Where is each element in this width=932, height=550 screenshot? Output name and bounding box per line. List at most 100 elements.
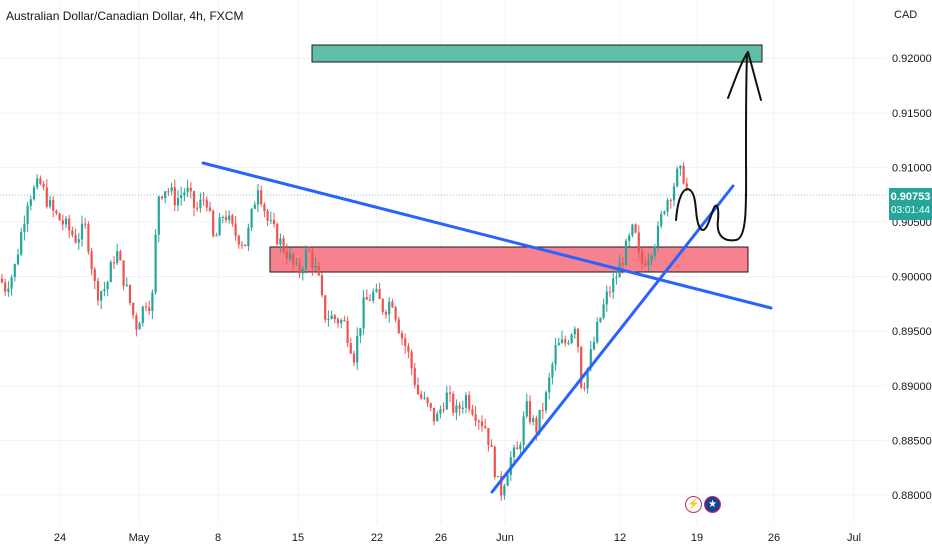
candle-up [64,218,68,225]
candle-down [583,387,586,389]
price-tick-label: 0.92000 [892,53,932,65]
candle-down [471,409,474,415]
time-axis[interactable]: 24 May 8 15 22 26 Jun 12 19 26 Jul [54,532,861,544]
lightning-icon[interactable]: ⚡ [685,496,702,513]
candle-up [672,186,676,201]
candle-down [429,403,432,408]
candle-down [391,301,394,308]
time-tick-label: 26 [435,532,447,544]
candle-down [448,392,452,394]
candle-up [199,199,202,209]
australia-flag-icon[interactable]: ★ [704,496,721,513]
candle-down [324,295,327,320]
candle-up [170,187,173,192]
candle-up [125,284,128,286]
candle-up [522,416,525,445]
candle-up [116,251,119,264]
candle-up [228,215,231,221]
candle-down [320,275,324,296]
candle-up [679,165,682,169]
candle-up [359,328,362,336]
candle-down [74,235,77,243]
candle-down [205,199,208,208]
candle-up [461,407,464,409]
candle-up [154,234,157,293]
candle-up [663,211,666,214]
candle-up [612,278,615,293]
candle-down [487,428,490,445]
candle-up [109,262,112,282]
candle-down [122,260,125,286]
candle-down [349,343,352,354]
candle-up [676,168,679,187]
candle-down [263,204,266,211]
candle-up [372,291,375,301]
candle-down [477,421,480,423]
candle-up [519,444,522,450]
candle-up [218,217,221,236]
target-zone [311,44,763,63]
candle-down [260,190,263,205]
candle-up [503,485,506,496]
candle-up [436,413,439,422]
candle-up [77,239,80,243]
candle-up [647,260,650,266]
candle-up [183,192,186,196]
candle-up [544,392,548,411]
candle-down [285,251,288,259]
candle-down [272,219,276,225]
candles-group [0,162,688,501]
candle-down [224,216,228,221]
candle-down [311,250,314,268]
candle-up [557,342,560,346]
candle-up [506,474,509,486]
price-tick-label: 0.88500 [892,435,932,447]
time-tick-label: 15 [292,532,304,544]
descending-trendline[interactable] [201,161,773,310]
candle-up [666,200,669,212]
candle-up [330,315,333,319]
candle-down [58,213,61,221]
candle-down [474,414,477,422]
candle-down [516,447,519,450]
candle-up [362,297,365,329]
candle-down [192,191,196,208]
candle-down [404,338,407,347]
candle-down [317,265,320,276]
candle-up [375,289,378,292]
time-tick-label: 12 [614,532,626,544]
candle-down [45,187,48,207]
candle-down [308,250,311,252]
time-tick-label: 24 [54,532,66,544]
candle-up [538,409,541,433]
candle-up [36,178,39,188]
candle-down [52,199,55,211]
current-price-value: 0.90753 [890,191,931,203]
candle-up [388,301,391,315]
candle-up [551,364,554,378]
time-tick-label: 26 [768,532,780,544]
projected-path-drawing[interactable] [675,55,748,242]
candle-down [282,238,285,252]
candle-down [128,284,132,303]
candle-down [189,187,192,192]
candle-down [96,281,100,301]
candle-up [592,342,596,350]
candle-up [455,405,458,413]
candle-down [669,200,672,202]
ascending-trendline[interactable] [490,184,735,494]
candle-countdown: 03:01:44 [891,205,930,216]
candle-down [266,210,269,221]
candle-up [445,392,448,410]
candle-down [240,244,244,246]
candle-up [605,291,608,305]
candle-up [295,263,298,265]
candle-down [231,215,234,224]
candle-up [327,318,330,320]
candle-down [87,224,90,252]
candle-down [432,407,436,422]
price-tick-label: 0.91000 [892,162,932,174]
price-axis[interactable]: 0.92000 0.91500 0.91000 0.90500 0.90000 0.895… [892,53,932,502]
candle-down [378,289,381,300]
